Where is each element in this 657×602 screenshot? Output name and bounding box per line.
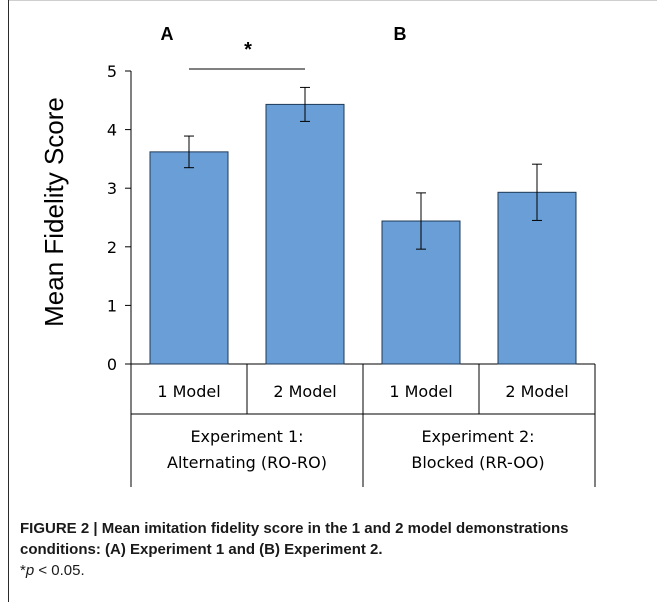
figure-top-border xyxy=(8,0,657,1)
category-label-1: 2 Model xyxy=(273,382,336,401)
group-1-label-line1: Experiment 1: xyxy=(190,427,303,446)
bar-0 xyxy=(149,151,229,365)
y-tick-label-2: 2 xyxy=(107,238,117,257)
y-tick-label-5: 5 xyxy=(107,62,117,81)
plot-area: 0 1 2 3 4 5 1 Model 2 Model 1 Model 2 Model xyxy=(107,62,596,487)
caption-title: FIGURE 2 | Mean imitation fidelity score… xyxy=(20,520,569,558)
significance-star: * xyxy=(244,39,252,61)
caption-star: * xyxy=(20,562,26,579)
panel-label-b: B xyxy=(394,24,407,44)
group-2-label-line1: Experiment 2: xyxy=(421,427,534,446)
category-label-0: 1 Model xyxy=(157,382,220,401)
figure-left-border xyxy=(8,0,9,602)
y-tick-label-3: 3 xyxy=(107,179,117,198)
figure-caption: FIGURE 2 | Mean imitation fidelity score… xyxy=(20,518,640,581)
category-label-3: 2 Model xyxy=(505,382,568,401)
y-tick-label-1: 1 xyxy=(107,296,117,315)
y-axis-label: Mean Fidelity Score xyxy=(39,97,69,327)
y-tick-label-0: 0 xyxy=(107,355,117,374)
category-label-2: 1 Model xyxy=(389,382,452,401)
bar-chart: 0 1 2 3 4 5 1 Model 2 Model 1 Model 2 Model Mean … xyxy=(39,24,596,487)
caption-p-symbol: p xyxy=(25,562,35,579)
caption-threshold: < 0.05. xyxy=(34,562,85,579)
group-1-label-line2: Alternating (RO-RO) xyxy=(167,453,327,472)
y-tick-label-4: 4 xyxy=(107,121,117,140)
group-2-label-line2: Blocked (RR-OO) xyxy=(411,453,544,472)
bar-1 xyxy=(265,103,345,365)
panel-label-a: A xyxy=(161,24,174,44)
